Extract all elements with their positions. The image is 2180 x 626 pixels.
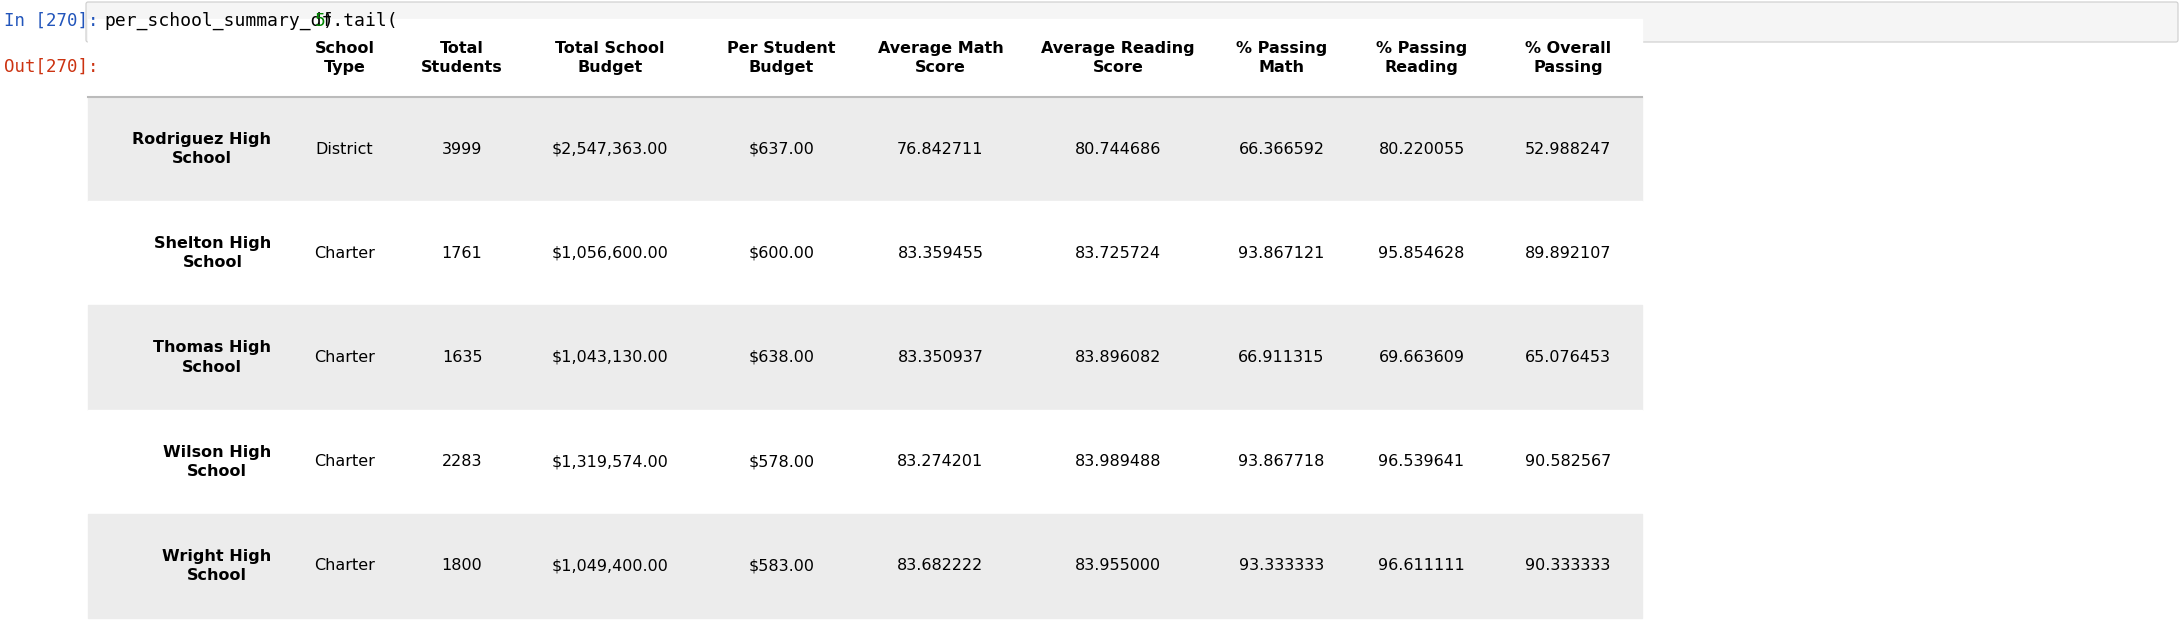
Text: 90.582567: 90.582567 — [1524, 454, 1611, 470]
Text: 80.744686: 80.744686 — [1075, 141, 1162, 156]
Text: $2,547,363.00: $2,547,363.00 — [552, 141, 669, 156]
Text: District: District — [316, 141, 373, 156]
Text: Out[270]:: Out[270]: — [4, 58, 98, 76]
Text: ): ) — [323, 12, 334, 30]
Text: 95.854628: 95.854628 — [1378, 246, 1465, 261]
Text: Wright High
School: Wright High School — [161, 549, 270, 583]
Text: Total School
Budget: Total School Budget — [556, 41, 665, 75]
Bar — [87, 514, 1642, 618]
Text: 93.867121: 93.867121 — [1238, 246, 1325, 261]
Text: Average Reading
Score: Average Reading Score — [1042, 41, 1195, 75]
Text: 90.333333: 90.333333 — [1526, 558, 1611, 573]
Text: 1635: 1635 — [443, 350, 482, 365]
Text: 2283: 2283 — [443, 454, 482, 470]
Text: 83.955000: 83.955000 — [1075, 558, 1162, 573]
FancyBboxPatch shape — [85, 2, 2178, 42]
Text: $1,319,574.00: $1,319,574.00 — [552, 454, 669, 470]
Text: Charter: Charter — [314, 350, 375, 365]
Text: Average Math
Score: Average Math Score — [879, 41, 1003, 75]
Text: 89.892107: 89.892107 — [1524, 246, 1611, 261]
Text: Charter: Charter — [314, 246, 375, 261]
Text: Charter: Charter — [314, 454, 375, 470]
Text: $578.00: $578.00 — [748, 454, 815, 470]
Text: School
Type: School Type — [314, 41, 375, 75]
Text: 1761: 1761 — [443, 246, 482, 261]
Text: $583.00: $583.00 — [748, 558, 815, 573]
Text: 65.076453: 65.076453 — [1526, 350, 1611, 365]
Bar — [87, 201, 1642, 305]
Text: In [270]:: In [270]: — [4, 12, 98, 30]
Text: 76.842711: 76.842711 — [898, 141, 983, 156]
Text: $637.00: $637.00 — [748, 141, 815, 156]
Text: 3999: 3999 — [443, 141, 482, 156]
Text: 83.274201: 83.274201 — [898, 454, 983, 470]
Text: 1800: 1800 — [443, 558, 482, 573]
Text: 83.725724: 83.725724 — [1075, 246, 1162, 261]
Text: 83.359455: 83.359455 — [898, 246, 983, 261]
Text: $638.00: $638.00 — [748, 350, 815, 365]
Text: % Overall
Passing: % Overall Passing — [1526, 41, 1611, 75]
Text: 93.867718: 93.867718 — [1238, 454, 1325, 470]
Text: Wilson High
School: Wilson High School — [164, 444, 270, 479]
Text: 96.611111: 96.611111 — [1378, 558, 1465, 573]
Text: 80.220055: 80.220055 — [1378, 141, 1465, 156]
Text: 69.663609: 69.663609 — [1378, 350, 1465, 365]
Text: $1,043,130.00: $1,043,130.00 — [552, 350, 669, 365]
Text: 93.333333: 93.333333 — [1238, 558, 1323, 573]
Text: Charter: Charter — [314, 558, 375, 573]
Text: % Passing
Math: % Passing Math — [1236, 41, 1328, 75]
Text: Rodriguez High
School: Rodriguez High School — [133, 132, 270, 166]
Text: 5: 5 — [316, 12, 327, 30]
Text: 83.896082: 83.896082 — [1075, 350, 1162, 365]
Text: % Passing
Reading: % Passing Reading — [1376, 41, 1467, 75]
Text: 83.989488: 83.989488 — [1075, 454, 1162, 470]
Text: Thomas High
School: Thomas High School — [153, 341, 270, 374]
Text: 66.366592: 66.366592 — [1238, 141, 1325, 156]
Text: $600.00: $600.00 — [748, 246, 815, 261]
Text: 52.988247: 52.988247 — [1524, 141, 1611, 156]
Bar — [87, 97, 1642, 201]
Text: 96.539641: 96.539641 — [1378, 454, 1465, 470]
Bar — [87, 305, 1642, 409]
Text: 83.350937: 83.350937 — [898, 350, 983, 365]
Bar — [87, 409, 1642, 514]
Text: Shelton High
School: Shelton High School — [155, 236, 270, 270]
Text: 83.682222: 83.682222 — [898, 558, 983, 573]
Text: $1,056,600.00: $1,056,600.00 — [552, 246, 669, 261]
Text: $1,049,400.00: $1,049,400.00 — [552, 558, 669, 573]
Text: 66.911315: 66.911315 — [1238, 350, 1325, 365]
Bar — [87, 19, 1642, 97]
Text: Total
Students: Total Students — [421, 41, 504, 75]
Text: per_school_summary_df.tail(: per_school_summary_df.tail( — [105, 12, 397, 30]
Text: Per Student
Budget: Per Student Budget — [728, 41, 835, 75]
